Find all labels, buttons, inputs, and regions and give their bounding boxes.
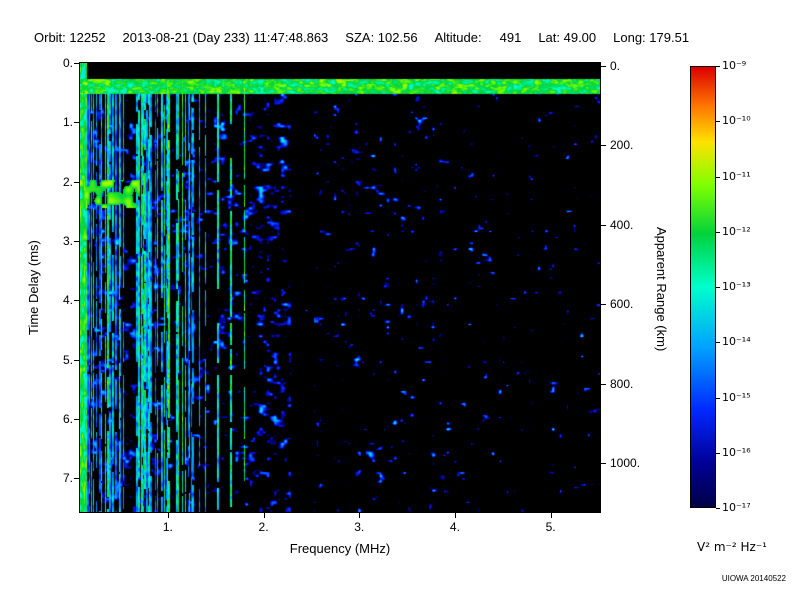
colorbar-tick-mark bbox=[716, 508, 720, 509]
spectrogram-canvas bbox=[80, 63, 600, 512]
colorbar-tick-label: 10⁻¹² bbox=[722, 224, 751, 238]
y-axis-label-left: Time Delay (ms) bbox=[26, 240, 41, 335]
right-tick-mark bbox=[601, 145, 606, 147]
plot-area bbox=[79, 62, 601, 513]
colorbar-tick-label: 10⁻¹⁵ bbox=[722, 390, 751, 404]
bottom-tick-label: 3. bbox=[354, 520, 365, 534]
right-tick-label: 800. bbox=[610, 376, 634, 391]
left-tick-label: 7. bbox=[62, 471, 73, 486]
colorbar-tick-label: 10⁻¹⁶ bbox=[722, 445, 751, 459]
left-tick-mark bbox=[74, 419, 80, 421]
left-tick-label: 1. bbox=[62, 115, 73, 130]
bottom-tick-mark bbox=[263, 513, 265, 518]
colorbar-tick-label: 10⁻¹⁰ bbox=[722, 114, 751, 128]
credit-text: UIOWA 20140522 bbox=[721, 574, 786, 583]
left-tick-mark bbox=[74, 122, 80, 124]
right-tick-label: 600. bbox=[610, 297, 634, 312]
colorbar-tick-label: 10⁻¹¹ bbox=[722, 169, 751, 183]
left-tick-label: 2. bbox=[62, 174, 73, 189]
right-tick-mark bbox=[601, 304, 606, 306]
right-tick-mark bbox=[601, 65, 606, 67]
colorbar-tick-mark bbox=[716, 121, 720, 123]
bottom-tick-label: 4. bbox=[449, 520, 460, 534]
header-field: SZA: 102.56 bbox=[345, 30, 418, 45]
colorbar-tick-mark bbox=[716, 342, 720, 344]
left-tick-label: 3. bbox=[62, 233, 73, 248]
header-field: 2013-08-21 (Day 233) 11:47:48.863 bbox=[122, 30, 329, 45]
left-tick-mark bbox=[74, 300, 80, 302]
left-tick-mark bbox=[74, 63, 80, 64]
colorbar-tick-mark bbox=[716, 452, 720, 454]
colorbar bbox=[690, 66, 716, 508]
left-tick-mark bbox=[74, 359, 80, 361]
colorbar-unit-label: V² m⁻² Hz⁻¹ bbox=[697, 540, 767, 554]
colorbar-tick-label: 10⁻¹⁴ bbox=[722, 335, 751, 349]
right-tick-mark bbox=[601, 224, 606, 226]
left-tick-label: 5. bbox=[62, 352, 73, 367]
colorbar-tick-mark bbox=[716, 287, 720, 288]
bottom-tick-label: 1. bbox=[162, 520, 173, 534]
header-field: Long: 179.51 bbox=[613, 30, 690, 45]
x-axis-label: Frequency (MHz) bbox=[289, 541, 391, 556]
colorbar-tick-label: 10⁻¹⁷ bbox=[722, 501, 751, 514]
right-tick-mark bbox=[601, 463, 606, 465]
left-tick-label: 0. bbox=[62, 56, 73, 70]
header-readout: Orbit: 12252 2013-08-21 (Day 233) 11:47:4… bbox=[34, 30, 706, 45]
right-tick-label: 400. bbox=[610, 217, 634, 232]
left-tick-mark bbox=[74, 240, 80, 242]
left-tick-label: 6. bbox=[62, 412, 73, 427]
right-tick-label: 200. bbox=[610, 138, 634, 153]
left-tick-mark bbox=[74, 478, 80, 480]
colorbar-tick-label: 10⁻⁹ bbox=[722, 59, 747, 72]
right-tick-label: 1000. bbox=[610, 456, 641, 471]
right-tick-label: 0. bbox=[610, 58, 621, 73]
bottom-tick-mark bbox=[167, 513, 169, 518]
colorbar-tick-label: 10⁻¹³ bbox=[722, 280, 751, 293]
colorbar-tick-mark bbox=[716, 66, 720, 67]
bottom-tick-mark bbox=[550, 513, 552, 518]
colorbar-tick-mark bbox=[716, 231, 720, 233]
bottom-tick-mark bbox=[359, 513, 361, 518]
header-field: Lat: 49.00 bbox=[538, 30, 597, 45]
y-axis-label-right: Apparent Range (km) bbox=[654, 227, 669, 352]
header-field: Altitude: 491 bbox=[434, 30, 522, 45]
bottom-tick-label: 2. bbox=[258, 520, 269, 534]
right-tick-mark bbox=[601, 383, 606, 385]
left-tick-label: 4. bbox=[62, 293, 73, 308]
colorbar-tick-mark bbox=[716, 397, 720, 399]
left-tick-mark bbox=[74, 181, 80, 183]
bottom-tick-mark bbox=[454, 513, 456, 518]
header-field: Orbit: 12252 bbox=[34, 30, 106, 45]
bottom-tick-label: 5. bbox=[545, 520, 556, 534]
colorbar-tick-mark bbox=[716, 176, 720, 178]
